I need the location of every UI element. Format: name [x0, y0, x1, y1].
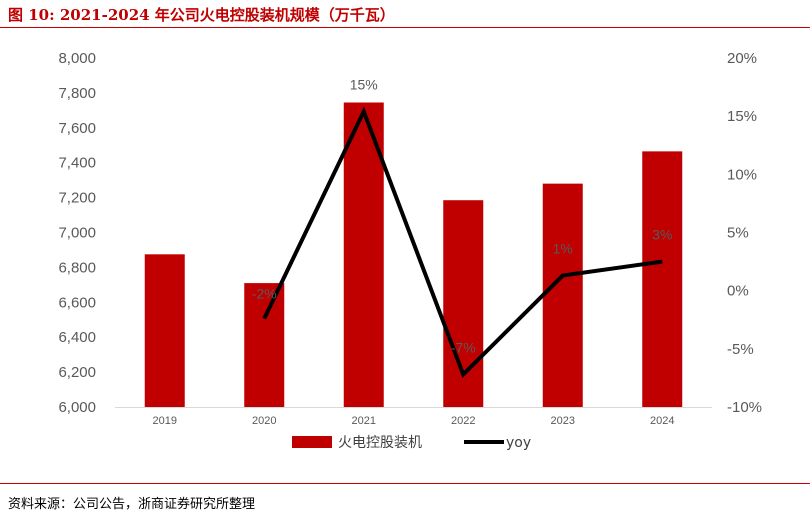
y-right-tick-label: 20% — [727, 50, 757, 67]
y-left-tick-label: 7,400 — [58, 155, 96, 172]
x-axis: 2019 2020 2021 2022 2023 2024 — [115, 407, 712, 427]
yoy-line — [262, 106, 663, 379]
source-note: 资料来源：公司公告，浙商证券研究所整理 — [8, 497, 256, 512]
bar-series — [144, 102, 683, 407]
legend-label-line: yoy — [506, 435, 531, 451]
y-left-tick-label: 6,800 — [58, 259, 96, 276]
legend-swatch-bar — [292, 436, 332, 448]
y-right-tick-label: 15% — [727, 108, 757, 125]
legend-label-bar: 火电控股装机 — [338, 435, 422, 451]
y-left-tick-label: 6,000 — [58, 399, 96, 416]
x-tick-label-2023: 2023 — [551, 415, 575, 427]
yoy-data-label-2023: 1% — [553, 241, 573, 257]
bar-2024 — [642, 151, 683, 407]
figure-title: 图 10: 2021-2024 年公司火电控股装机规模（万千瓦） — [8, 6, 395, 24]
yoy-data-label-2022: -7% — [451, 339, 476, 355]
y-left-tick-label: 7,800 — [58, 85, 96, 102]
y-left-tick-label: 8,000 — [58, 50, 96, 67]
bar-2019 — [144, 254, 185, 407]
legend: 火电控股装机 yoy — [292, 435, 531, 451]
x-tick-label-2019: 2019 — [153, 415, 177, 427]
y-left-tick-label: 7,000 — [58, 225, 96, 242]
y-axis-right: -10% -5% 0% 5% 10% 15% 20% — [727, 50, 762, 416]
y-left-tick-label: 6,600 — [58, 294, 96, 311]
y-left-tick-label: 7,200 — [58, 190, 96, 207]
y-left-tick-label: 6,200 — [58, 364, 96, 381]
data-labels: -2% 15% -7% 1% 3% — [252, 77, 673, 356]
bar-2021 — [343, 102, 384, 407]
y-right-tick-label: 0% — [727, 283, 749, 300]
x-tick-label-2020: 2020 — [252, 415, 276, 427]
yoy-data-label-2021: 15% — [350, 77, 378, 93]
y-left-tick-label: 6,400 — [58, 329, 96, 346]
yoy-data-label-2024: 3% — [652, 227, 672, 243]
title-rule — [0, 27, 810, 28]
y-axis-left: 6,000 6,200 6,400 6,600 6,800 7,000 7,200 7,400… — [58, 50, 96, 416]
x-tick-label-2022: 2022 — [451, 415, 475, 427]
x-tick-label-2024: 2024 — [650, 415, 674, 427]
y-left-tick-label: 7,600 — [58, 120, 96, 137]
yoy-data-label-2020: -2% — [252, 286, 277, 302]
y-right-tick-label: -5% — [727, 341, 754, 358]
bar-2023 — [542, 183, 583, 407]
y-right-tick-label: 10% — [727, 166, 757, 183]
source-rule — [0, 483, 810, 484]
y-right-tick-label: -10% — [727, 399, 762, 416]
x-tick-label-2021: 2021 — [352, 415, 376, 427]
bar-2020 — [244, 283, 285, 407]
y-right-tick-label: 5% — [727, 225, 749, 242]
yoy-line-series — [262, 106, 663, 379]
